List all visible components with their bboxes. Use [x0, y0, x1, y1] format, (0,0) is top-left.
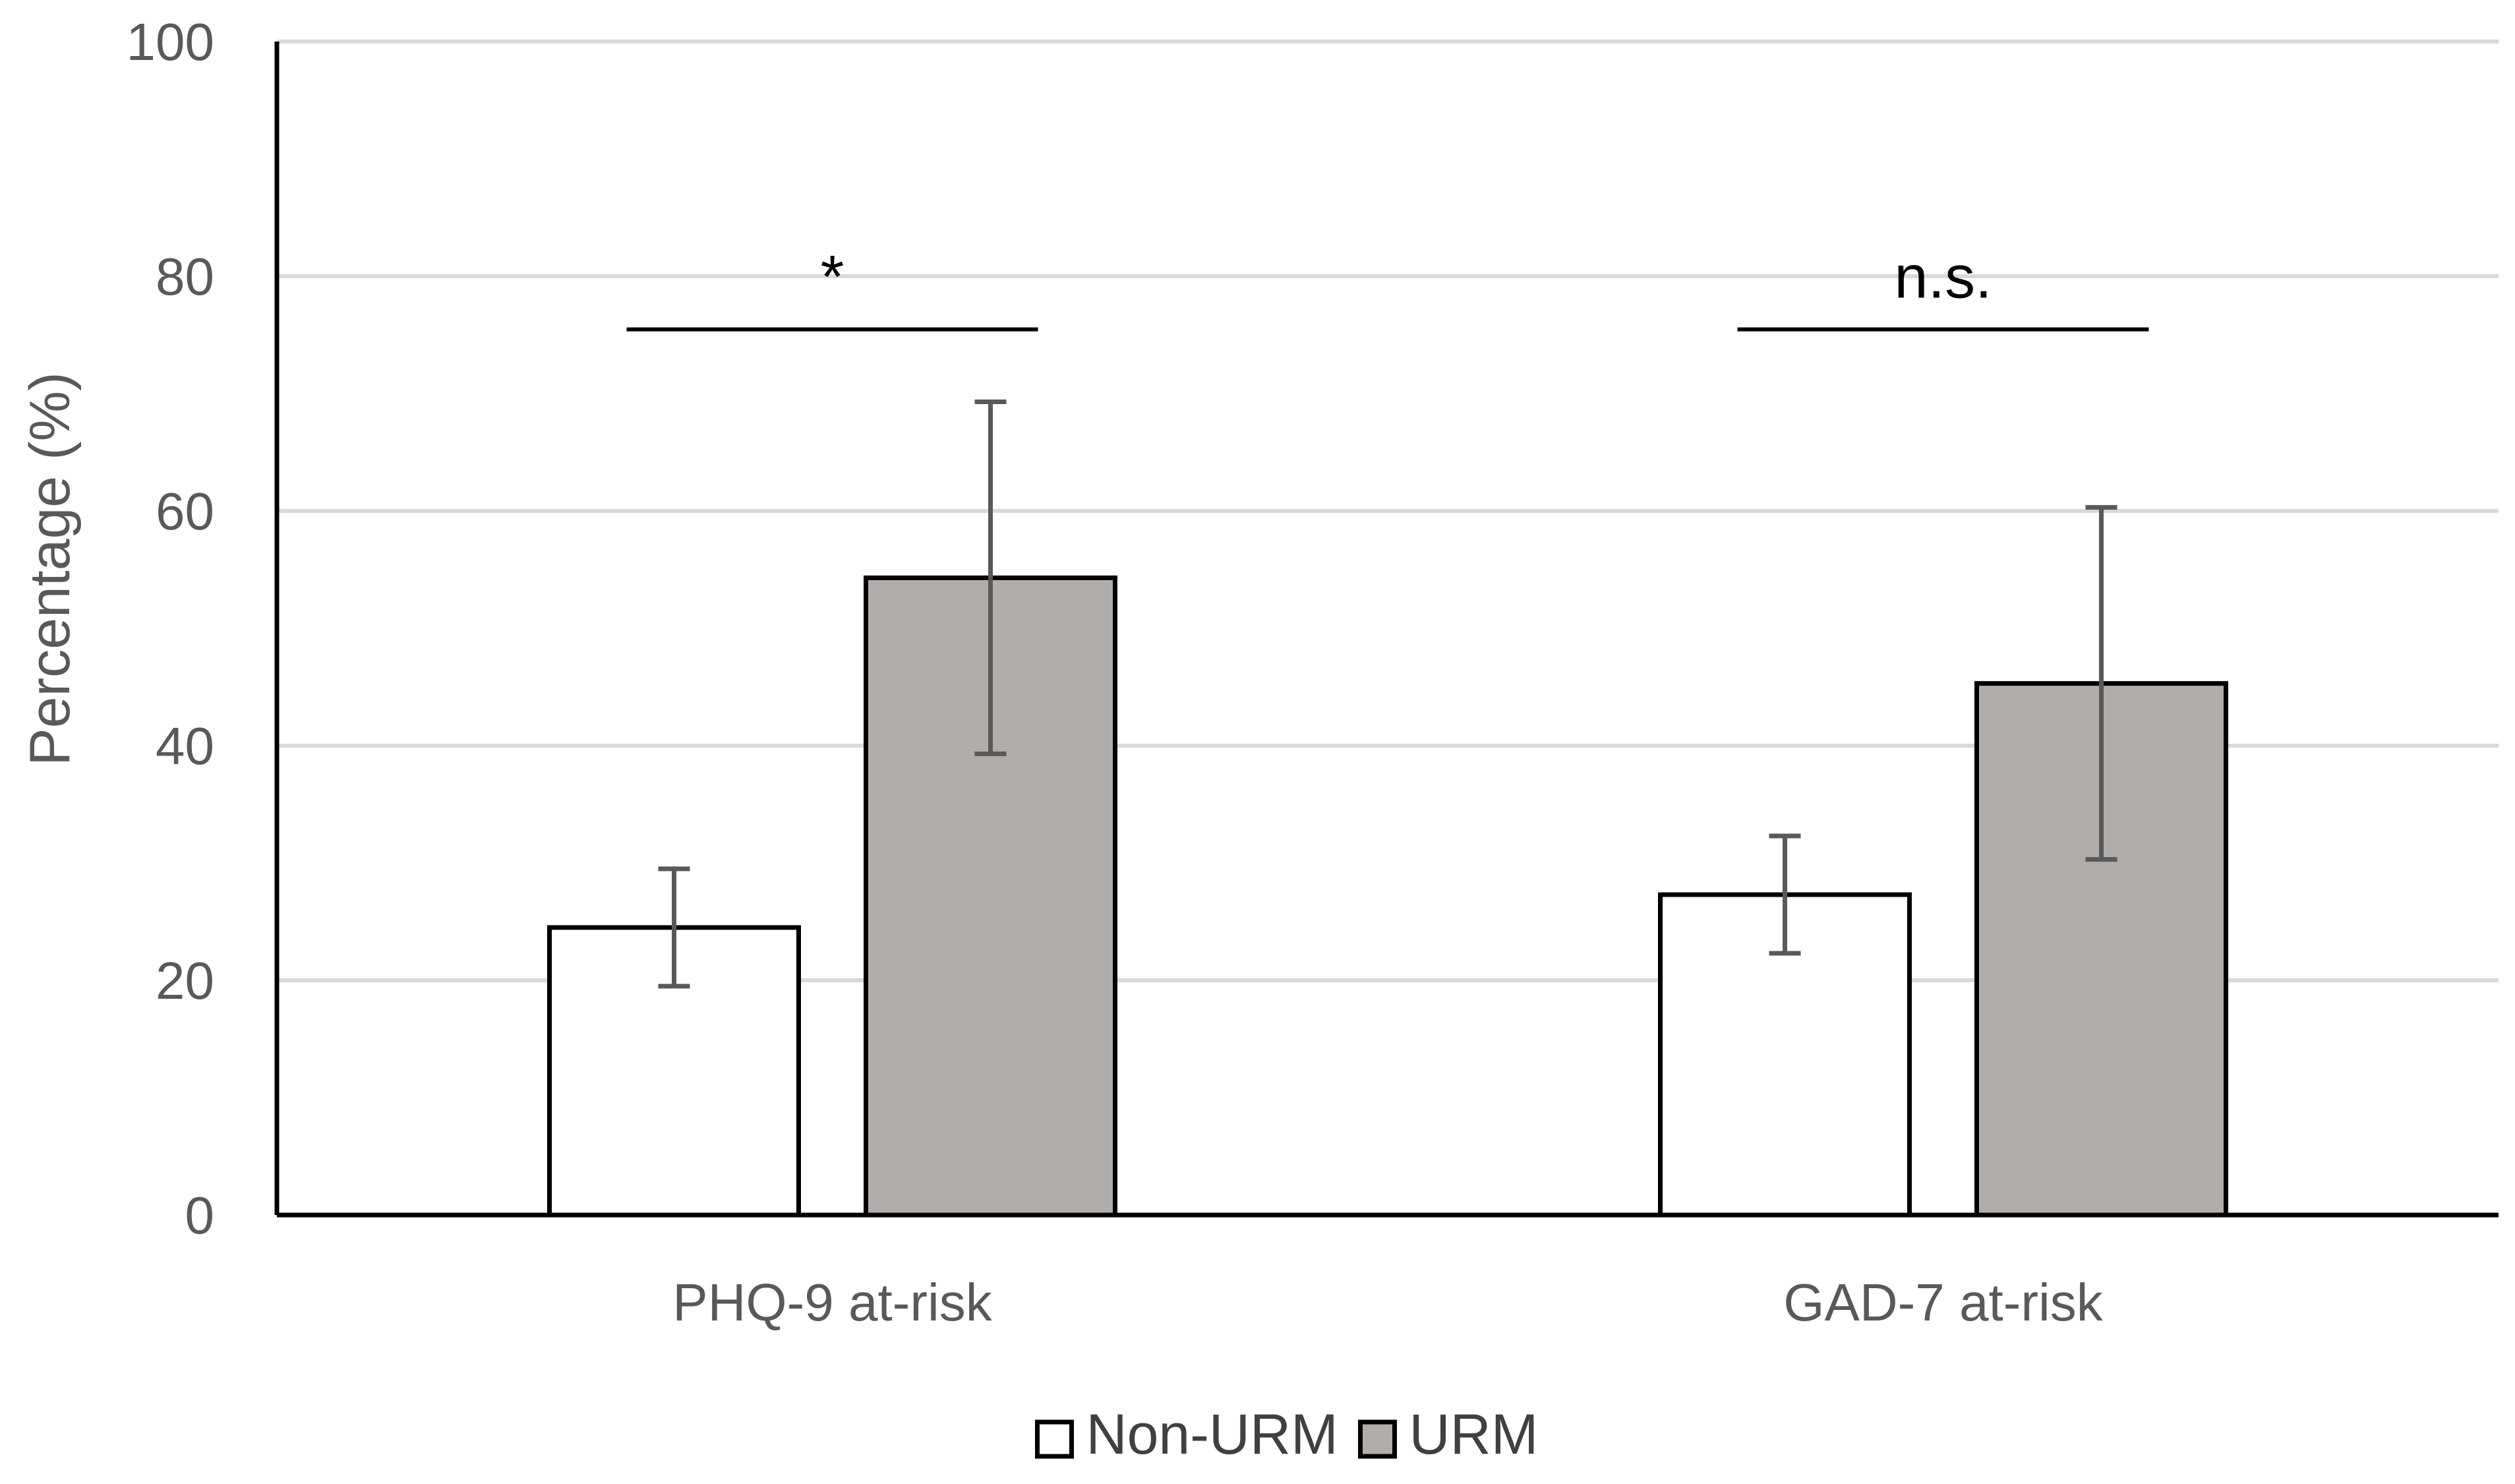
y-tick-label: 100: [127, 13, 214, 71]
significance-label: *: [821, 244, 844, 311]
significance-annotations: * n.s.: [626, 244, 2149, 332]
y-tick-label: 20: [156, 951, 214, 1010]
y-tick-label: 40: [156, 717, 214, 775]
y-tick-label: 80: [156, 247, 214, 306]
x-tick-label: PHQ-9 at-risk: [672, 1273, 992, 1332]
y-tick-label: 0: [185, 1186, 215, 1245]
bars: [547, 575, 2228, 1218]
y-axis-title: Percentage (%): [18, 372, 82, 766]
x-tick-label: GAD-7 at-risk: [1783, 1273, 2103, 1332]
legend-swatch: [1358, 1419, 1397, 1459]
legend: Non-URM URM: [1035, 1403, 1539, 1466]
error-bars: [658, 399, 2117, 989]
y-tick-label: 60: [156, 482, 214, 541]
legend-swatch: [1035, 1419, 1074, 1459]
axes: [274, 42, 2499, 1218]
legend-label: URM: [1409, 1403, 1539, 1466]
x-axis-labels: PHQ-9 at-risk GAD-7 at-risk: [672, 1273, 2103, 1332]
significance-label: n.s.: [1894, 244, 1992, 311]
legend-label: Non-URM: [1086, 1403, 1338, 1466]
y-axis-ticks: 0 20 40 60 80 100: [127, 13, 214, 1245]
